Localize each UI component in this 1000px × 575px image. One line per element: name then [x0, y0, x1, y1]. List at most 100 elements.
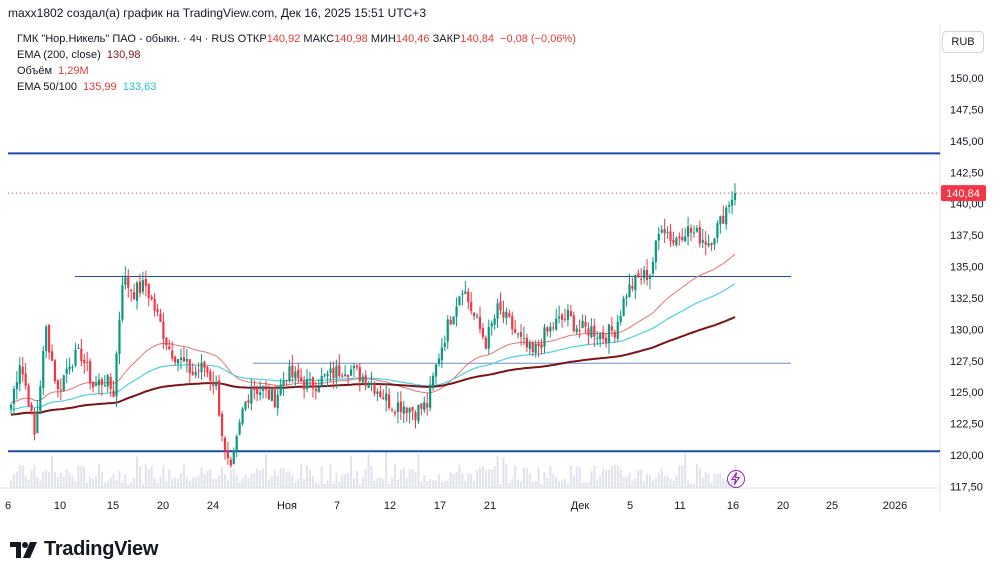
volume-bar	[253, 473, 256, 488]
legend-ohlc-row[interactable]: ГМК "Нор.Никель" ПАО - обыкн. · 4ч · RUS…	[17, 31, 576, 47]
legend-ema50100-label: EMA 50/100	[17, 81, 77, 93]
candle-body	[619, 316, 622, 323]
candle-body	[725, 207, 728, 225]
candle-body	[687, 226, 690, 237]
candle-body	[663, 228, 666, 234]
legend-close-label: ЗАКР	[432, 33, 461, 45]
volume-bar	[95, 476, 98, 488]
candle-body	[640, 278, 643, 280]
candle-body	[596, 337, 599, 339]
volume-bar	[722, 479, 725, 488]
volume-bar	[525, 467, 528, 488]
candle-body	[194, 371, 197, 376]
volume-bar	[56, 477, 59, 488]
candle-body	[100, 379, 103, 386]
candle-body	[672, 240, 675, 244]
candle-body	[552, 327, 555, 329]
candle-body	[18, 365, 21, 384]
volume-bar	[171, 479, 174, 488]
tradingview-logo[interactable]: TradingView	[10, 538, 158, 561]
candle-body	[505, 311, 508, 318]
volume-bar	[584, 482, 587, 488]
candle-body	[414, 412, 417, 420]
candle-body	[434, 364, 438, 377]
volume-bar	[396, 479, 399, 488]
volume-bar	[314, 482, 317, 488]
legend-ema200-row[interactable]: EMA (200, close) 130,98	[17, 47, 576, 63]
volume-bar	[361, 477, 364, 488]
volume-bar	[89, 477, 92, 488]
candle-body	[604, 337, 608, 343]
legend-ema200-value: 130,98	[106, 49, 141, 61]
candle-body	[581, 320, 584, 329]
candle-body	[238, 422, 241, 435]
candle-body	[162, 321, 165, 339]
price-tick-label: 142,50	[950, 167, 984, 179]
candle-body	[519, 332, 523, 337]
candle-body	[420, 403, 423, 409]
volume-bar	[136, 456, 139, 488]
candle-body	[733, 193, 737, 200]
candle-body	[56, 380, 59, 390]
volume-bar	[476, 470, 479, 488]
candle-body	[36, 411, 39, 434]
volume-bar	[379, 477, 382, 488]
candle-body	[689, 227, 693, 233]
candle-body	[297, 369, 300, 379]
time-tick-label: 11	[674, 500, 685, 512]
volume-bar	[177, 478, 180, 488]
volume-bar	[602, 468, 605, 488]
volume-bar	[520, 481, 523, 488]
price-tick-label: 117,50	[950, 481, 983, 493]
volume-bar	[508, 482, 511, 488]
volume-bar	[288, 471, 291, 488]
candle-body	[135, 282, 139, 301]
candle-body	[525, 337, 528, 348]
volume-bar	[118, 470, 121, 488]
time-tick-label: 12	[384, 500, 396, 512]
volume-bar	[373, 480, 376, 488]
volume-bar	[147, 468, 150, 488]
volume-bar	[221, 466, 224, 488]
candle-body	[681, 236, 684, 241]
last-price-label: 140,84	[946, 188, 980, 200]
candle-body	[405, 407, 408, 414]
volume-bar	[502, 457, 505, 488]
volume-bar	[109, 477, 112, 488]
volume-bar	[103, 482, 106, 488]
candle-body	[150, 296, 153, 300]
candle-body	[71, 367, 74, 369]
volume-bar	[188, 481, 191, 488]
currency-button[interactable]: RUB	[942, 31, 984, 53]
candle-body	[678, 236, 681, 239]
volume-bar	[473, 481, 476, 488]
volume-bar	[467, 473, 470, 488]
legend-volume-row[interactable]: Объём 1,29M	[17, 63, 576, 79]
volume-bar	[640, 469, 643, 488]
candle-body	[452, 316, 455, 325]
candle-body	[80, 348, 83, 362]
candle-body	[144, 278, 147, 286]
volume-bar	[446, 480, 449, 488]
candle-body	[666, 232, 669, 234]
candle-body	[443, 343, 446, 348]
volume-bar	[355, 470, 358, 488]
legend-ema50100-row[interactable]: EMA 50/100 135,99 133,63	[17, 79, 576, 95]
candle-body	[449, 319, 452, 325]
time-tick-label: 24	[207, 500, 219, 512]
volume-bar	[182, 465, 185, 488]
volume-bar	[540, 483, 543, 488]
candle-body	[141, 280, 145, 292]
volume-bar	[223, 474, 226, 488]
volume-bar	[455, 471, 458, 488]
candle-body	[657, 233, 660, 241]
volume-bar	[481, 466, 484, 488]
volume-bar	[493, 466, 496, 488]
candle-body	[625, 296, 628, 298]
candle-body	[393, 411, 397, 414]
volume-bar	[561, 480, 564, 488]
candle-body	[496, 303, 499, 319]
legend-low-label: МИН	[370, 33, 396, 45]
flash-icon[interactable]	[727, 470, 745, 488]
